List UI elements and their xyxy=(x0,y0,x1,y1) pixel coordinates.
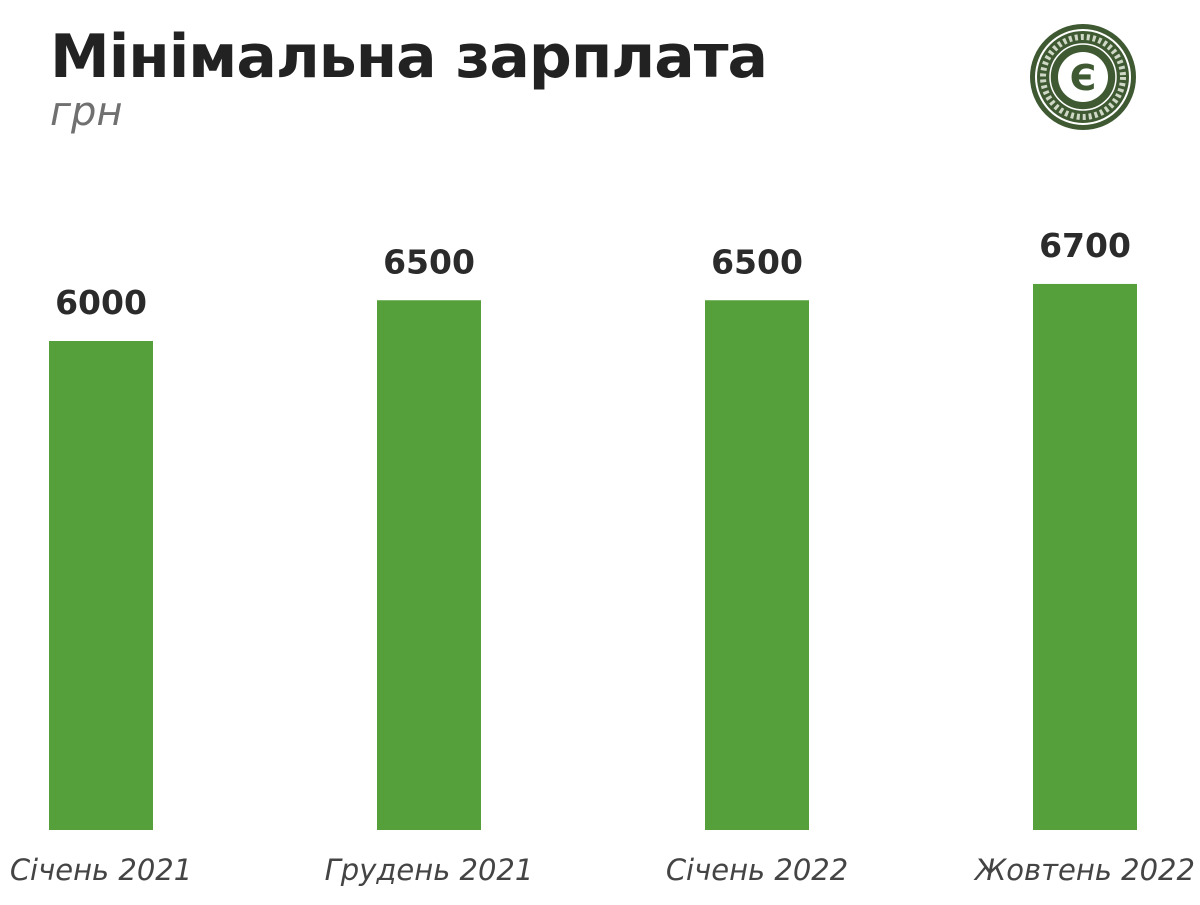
x-tick-label-3: Січень 2022 xyxy=(666,853,848,887)
chart-title: Мінімальна зарплата xyxy=(50,22,768,92)
bar-value-label-4: 6700 xyxy=(1039,226,1131,265)
chart-unit-subtitle: грн xyxy=(50,89,123,135)
bar-value-label-1: 6000 xyxy=(55,283,147,322)
bar-value-label-2: 6500 xyxy=(383,242,475,281)
logo-letter: Є xyxy=(1070,58,1096,99)
x-tick-label-2: Грудень 2021 xyxy=(325,853,534,887)
bar-2 xyxy=(377,300,481,830)
publisher-logo-icon: Є xyxy=(1030,24,1136,130)
x-tick-label-4: Жовтень 2022 xyxy=(973,853,1195,887)
bar-3 xyxy=(705,300,809,830)
x-tick-label-1: Січень 2021 xyxy=(10,853,192,887)
bars-layer: 6000 Січень 2021 6500 Грудень 2021 6500 Січен… xyxy=(10,226,1195,887)
bar-1 xyxy=(49,341,153,830)
bar-4 xyxy=(1033,283,1137,830)
bar-value-label-3: 6500 xyxy=(711,242,803,281)
